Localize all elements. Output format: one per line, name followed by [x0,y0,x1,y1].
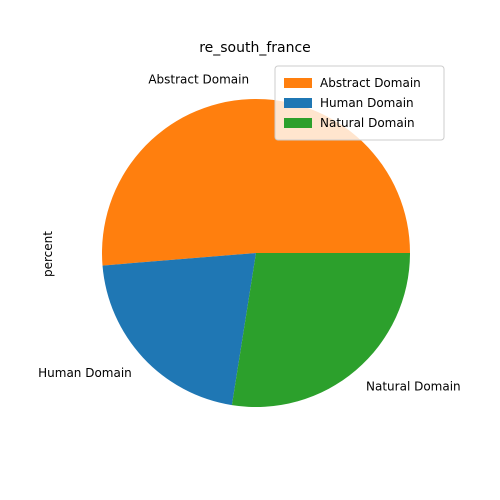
pie-slice-human-domain [102,253,256,406]
legend-label-abstract-domain: Abstract Domain [320,76,421,90]
pie-label-human-domain: Human Domain [38,366,132,380]
legend-box [274,65,445,141]
pie-slices [101,98,410,407]
pie-labels: Abstract Domain Human Domain Natural Domai… [38,73,461,394]
legend-label-natural-domain: Natural Domain [320,116,415,130]
legend-swatch-abstract-domain [284,78,312,88]
pie-label-natural-domain: Natural Domain [366,380,461,394]
pie-slice-natural-domain [231,253,410,407]
legend-swatch-human-domain [284,98,312,108]
chart-title: re_south_france [199,40,311,56]
legend-label-human-domain: Human Domain [320,96,414,110]
pie-label-abstract-domain: Abstract Domain [148,73,249,87]
y-axis-label: percent [41,231,55,277]
legend: Abstract Domain Human Domain Natural Domai… [274,65,445,141]
pie-slice-abstract-domain [101,98,410,266]
legend-swatch-natural-domain [284,118,312,128]
